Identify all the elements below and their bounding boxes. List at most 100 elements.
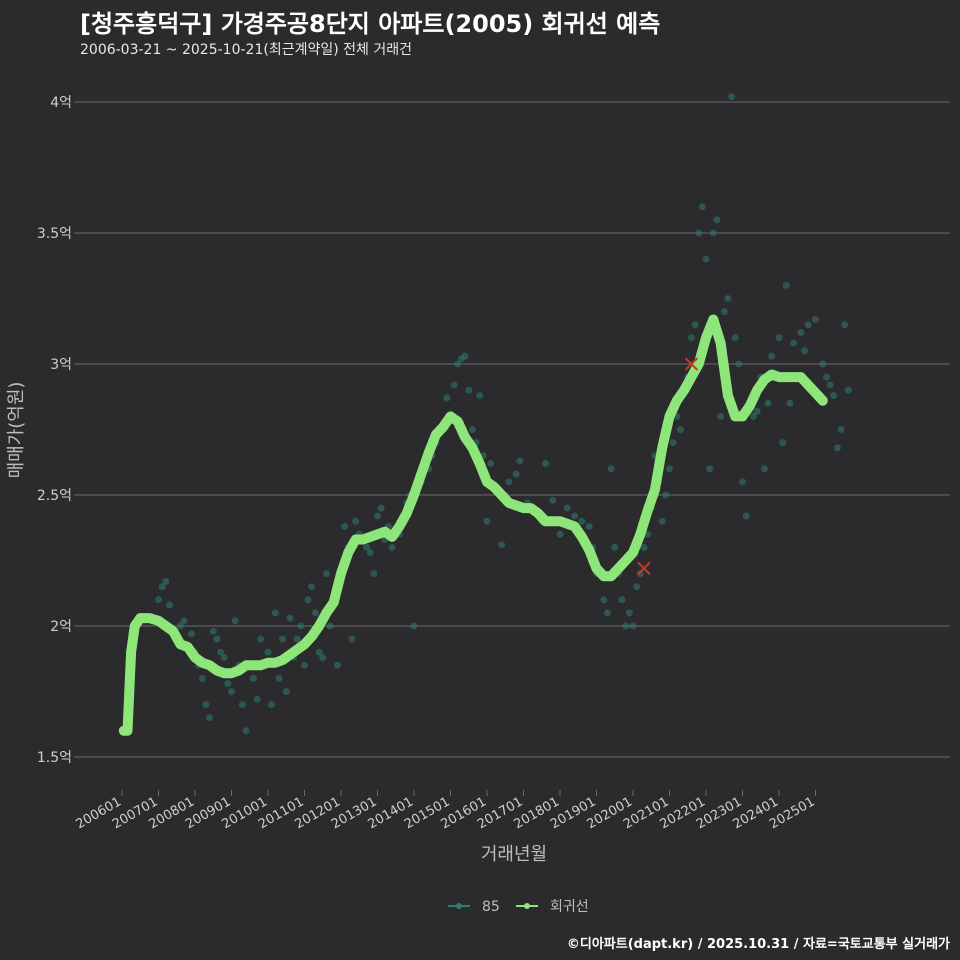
- y-tick-label: 3억: [50, 357, 72, 373]
- y-axis: 1.5억 2억 2.5억 3억 3.5억 4억: [37, 95, 80, 766]
- outlier-markers: [637, 357, 699, 576]
- data-point: [742, 512, 750, 520]
- data-point: [282, 688, 290, 695]
- data-point: [819, 360, 827, 368]
- data-point: [450, 381, 458, 389]
- data-point: [308, 583, 316, 591]
- y-tick-label: 1.5억: [37, 750, 72, 766]
- legend-item-85: 85: [448, 899, 500, 915]
- data-point: [841, 321, 849, 329]
- data-point: [782, 281, 790, 289]
- data-point: [585, 522, 593, 530]
- data-point: [713, 216, 721, 224]
- data-point: [363, 543, 371, 551]
- legend: 85 회귀선: [448, 899, 589, 915]
- legend-label-85: 85: [482, 899, 500, 915]
- data-point: [348, 635, 356, 643]
- data-point: [505, 478, 513, 486]
- data-point: [687, 334, 695, 342]
- footer-credit: ©디아파트(dapt.kr) / 2025.10.31 / 자료=국토교통부 실…: [566, 937, 950, 952]
- data-point: [603, 609, 611, 617]
- regression-line-group: [118, 314, 828, 736]
- data-point: [640, 543, 648, 551]
- y-tick-label: 3.5억: [37, 226, 72, 242]
- data-point: [790, 339, 798, 347]
- data-point: [691, 321, 699, 329]
- data-point: [213, 635, 221, 643]
- data-point: [739, 478, 746, 486]
- data-point: [512, 470, 520, 478]
- y-tick-label: 2억: [50, 619, 72, 635]
- data-point: [797, 329, 805, 337]
- data-point: [768, 352, 776, 360]
- legend-item-regression: 회귀선: [516, 899, 589, 915]
- data-point: [443, 394, 451, 402]
- data-point: [629, 622, 637, 630]
- data-point: [698, 203, 706, 211]
- data-point: [833, 444, 841, 452]
- data-point: [611, 543, 619, 551]
- data-point: [275, 674, 283, 682]
- data-point: [341, 522, 349, 530]
- data-point: [483, 517, 491, 525]
- data-point: [176, 622, 184, 630]
- y-tick-label: 2.5억: [37, 488, 72, 504]
- data-point: [728, 93, 736, 101]
- chart-subtitle: 2006-03-21 ~ 2025-10-21(최근계약일) 전체 거래건: [80, 42, 412, 58]
- data-point: [702, 255, 710, 263]
- data-point: [468, 426, 476, 433]
- data-point: [549, 496, 557, 504]
- data-point: [822, 373, 830, 381]
- data-point: [158, 583, 166, 591]
- data-point: [541, 460, 549, 468]
- data-point: [826, 381, 834, 389]
- y-tick-label: 4억: [50, 95, 72, 111]
- data-point: [735, 360, 743, 368]
- data-point: [326, 622, 334, 630]
- regression-line: [118, 314, 828, 736]
- data-point: [498, 541, 506, 549]
- data-point: [724, 295, 732, 302]
- data-point: [228, 688, 235, 695]
- data-point: [476, 391, 484, 399]
- legend-label-regression: 회귀선: [550, 899, 589, 915]
- data-point: [374, 512, 381, 520]
- data-point: [352, 517, 360, 525]
- data-point: [749, 412, 757, 420]
- data-point: [249, 674, 257, 682]
- data-point: [753, 407, 761, 415]
- data-point: [578, 517, 586, 525]
- data-point: [297, 622, 305, 630]
- data-point: [556, 530, 564, 538]
- data-point: [264, 648, 272, 656]
- data-point: [293, 635, 301, 643]
- data-point: [801, 347, 809, 355]
- chart-title: [청주흥덕구] 가경주공8단지 아파트(2005) 회귀선 예측: [80, 10, 661, 38]
- y-axis-label: 매매가(억원): [6, 382, 27, 479]
- data-point: [607, 465, 615, 473]
- grid-lines: [80, 101, 950, 758]
- data-point: [224, 680, 232, 688]
- data-point: [315, 648, 323, 656]
- data-point: [465, 386, 473, 394]
- data-point: [180, 617, 188, 625]
- data-point: [279, 635, 287, 643]
- data-point: [658, 517, 666, 525]
- data-point: [717, 412, 725, 420]
- data-point: [206, 714, 214, 722]
- data-point: [242, 727, 250, 735]
- data-point: [625, 609, 633, 617]
- data-point: [706, 465, 714, 473]
- data-point: [844, 386, 852, 394]
- data-point: [812, 315, 819, 323]
- data-point: [764, 399, 772, 407]
- data-point: [257, 635, 265, 643]
- data-point: [633, 583, 641, 591]
- data-point: [760, 465, 768, 473]
- data-point: [165, 601, 173, 609]
- outlier-marker: [684, 357, 699, 371]
- data-point: [209, 627, 217, 635]
- data-point: [600, 596, 608, 604]
- data-point: [286, 614, 294, 622]
